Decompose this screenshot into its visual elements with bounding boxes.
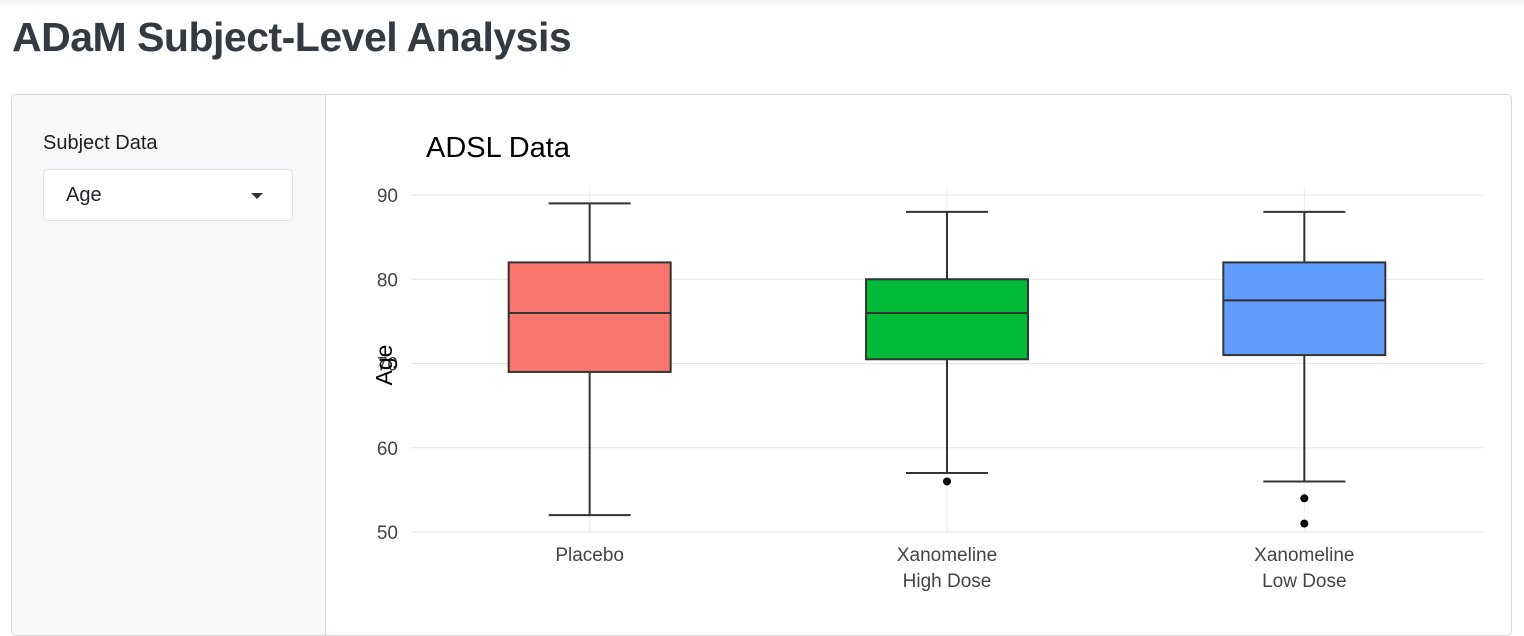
- y-tick-label: 90: [377, 186, 398, 207]
- y-tick-label: 50: [377, 523, 398, 544]
- sidebar-panel: Subject Data Age: [12, 95, 326, 635]
- x-tick-label: Placebo: [555, 545, 624, 566]
- x-tick-label: Xanomeline Low Dose: [1254, 545, 1354, 592]
- y-tick-label: 80: [377, 270, 398, 291]
- box-iqr: [865, 278, 1029, 361]
- app-card: Subject Data Age 50 60 70 80 90 Placebo Xanome…: [11, 94, 1512, 636]
- outlier-point: [943, 477, 951, 486]
- top-bar: [0, 0, 1524, 6]
- y-axis-label: Age: [371, 345, 397, 386]
- outlier-point: [1300, 519, 1309, 528]
- chart-title: ADSL Data: [426, 132, 571, 164]
- y-tick-label: 60: [377, 439, 398, 460]
- outlier-point: [1300, 494, 1309, 503]
- select-value: Age: [66, 184, 102, 206]
- subject-data-select[interactable]: Age: [43, 169, 293, 221]
- subject-data-label: Subject Data: [43, 132, 158, 154]
- y-tick-label: 70: [377, 355, 398, 376]
- box-plot-chart: 50 60 70 80 90 Placebo Xanomeline High Dose Xano…: [371, 132, 1483, 592]
- x-tick-label: Xanomeline High Dose: [897, 545, 997, 592]
- page-title: ADaM Subject-Level Analysis: [12, 14, 572, 60]
- chevron-down-icon[interactable]: [251, 193, 263, 199]
- box-iqr: [507, 261, 672, 373]
- main-panel: 50 60 70 80 90 Placebo Xanomeline High Dose Xano…: [326, 95, 1511, 635]
- box-iqr: [1222, 261, 1387, 357]
